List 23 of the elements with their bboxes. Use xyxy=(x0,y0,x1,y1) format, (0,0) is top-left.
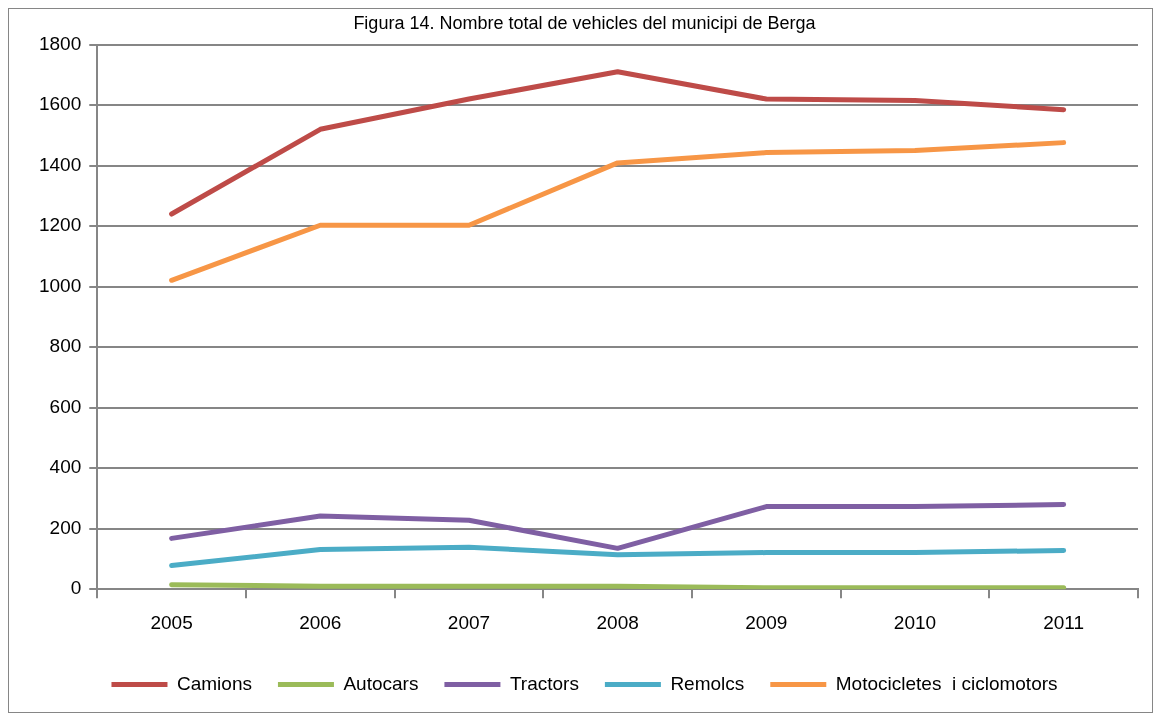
y-tick-label: 1000 xyxy=(38,274,82,296)
x-tick-label: 2010 xyxy=(893,611,937,633)
y-tick-label: 200 xyxy=(49,516,82,538)
x-tick-label: 2009 xyxy=(745,611,788,633)
x-tick-label: 2006 xyxy=(299,611,342,633)
y-tick-label: 600 xyxy=(49,395,82,417)
legend-label: Camions xyxy=(176,672,252,694)
y-tick-label: 0 xyxy=(70,577,82,599)
legend-label: Tractors xyxy=(509,672,579,694)
y-tick-label: 400 xyxy=(49,456,82,478)
x-tick-label: 2005 xyxy=(150,611,193,633)
x-tick-label: 2011 xyxy=(1043,611,1085,633)
y-tick-label: 1200 xyxy=(38,214,82,236)
legend-label: Autocars xyxy=(343,672,419,694)
y-tick-label: 1400 xyxy=(38,153,82,175)
x-tick-label: 2008 xyxy=(596,611,639,633)
legend-label: Remolcs xyxy=(670,672,745,694)
legend-label: Motocicletes i ciclomotors xyxy=(835,672,1058,694)
x-tick-label: 2007 xyxy=(447,611,491,633)
chart-title: Figura 14. Nombre total de vehicles del municipi de Berga xyxy=(353,12,817,33)
y-tick-label: 800 xyxy=(49,335,82,357)
y-tick-label: 1600 xyxy=(38,93,82,115)
y-tick-label: 1800 xyxy=(38,32,82,54)
